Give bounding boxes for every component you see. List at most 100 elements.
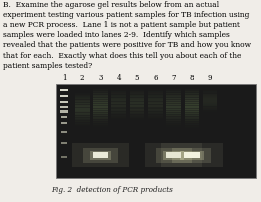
Bar: [130, 96, 144, 97]
Bar: [93, 111, 108, 112]
Bar: [185, 108, 199, 109]
Bar: [203, 102, 217, 103]
Bar: [93, 123, 108, 124]
Bar: [111, 104, 126, 105]
Bar: [130, 92, 144, 93]
Bar: [148, 112, 163, 113]
Bar: [185, 90, 199, 91]
Bar: [166, 92, 181, 93]
Bar: [75, 126, 90, 127]
Bar: [203, 108, 217, 109]
Bar: [185, 97, 199, 98]
Bar: [185, 123, 199, 124]
Bar: [93, 101, 108, 102]
Bar: [185, 103, 199, 105]
Bar: [203, 114, 217, 115]
Bar: [166, 104, 181, 105]
Bar: [185, 110, 199, 112]
Bar: [148, 97, 163, 98]
Bar: [185, 97, 199, 98]
Bar: [148, 100, 163, 101]
Bar: [93, 90, 108, 91]
Bar: [130, 112, 144, 113]
Bar: [203, 109, 217, 110]
Bar: [203, 101, 217, 102]
Bar: [203, 96, 217, 97]
Bar: [185, 92, 199, 93]
Bar: [185, 91, 199, 92]
Bar: [93, 127, 108, 128]
Bar: [130, 124, 144, 125]
Bar: [130, 123, 144, 124]
Bar: [185, 99, 199, 100]
Bar: [93, 125, 108, 126]
Bar: [93, 117, 108, 118]
Bar: [111, 92, 126, 93]
Bar: [203, 103, 217, 104]
Bar: [111, 121, 126, 122]
Bar: [111, 93, 126, 94]
Bar: [130, 95, 144, 96]
Bar: [166, 98, 181, 99]
Bar: [203, 91, 217, 92]
Bar: [185, 98, 199, 99]
Bar: [166, 109, 181, 110]
Bar: [203, 114, 217, 115]
Bar: [185, 107, 199, 108]
Bar: [185, 128, 199, 129]
Bar: [75, 103, 90, 104]
Bar: [111, 98, 126, 99]
Bar: [166, 121, 181, 122]
Text: 5: 5: [135, 74, 139, 82]
Bar: [203, 108, 217, 109]
Bar: [111, 96, 126, 97]
Bar: [185, 100, 199, 101]
Bar: [93, 115, 108, 116]
Bar: [166, 108, 181, 109]
Bar: [185, 95, 199, 96]
Bar: [130, 102, 144, 103]
Bar: [93, 92, 108, 93]
Text: 6: 6: [153, 74, 158, 82]
Bar: [130, 105, 144, 106]
Bar: [203, 93, 217, 94]
Bar: [166, 123, 181, 124]
Bar: [185, 102, 199, 103]
Bar: [166, 99, 181, 100]
Bar: [111, 99, 126, 100]
Bar: [166, 90, 181, 91]
Bar: [130, 98, 144, 99]
Bar: [111, 109, 126, 110]
Bar: [203, 91, 217, 92]
Bar: [111, 120, 126, 121]
Bar: [166, 103, 181, 104]
Bar: [90, 151, 111, 160]
Bar: [166, 91, 181, 92]
Bar: [148, 99, 163, 100]
Bar: [75, 117, 90, 118]
Bar: [166, 119, 181, 120]
Bar: [75, 114, 90, 115]
Bar: [185, 113, 199, 114]
Bar: [111, 102, 126, 103]
Text: 8: 8: [189, 74, 194, 82]
Bar: [130, 92, 144, 93]
Bar: [60, 96, 68, 98]
Bar: [185, 121, 199, 122]
Bar: [166, 116, 181, 117]
Bar: [111, 95, 126, 96]
Bar: [93, 128, 108, 129]
Bar: [93, 103, 108, 104]
Bar: [185, 105, 199, 106]
Bar: [111, 110, 126, 111]
Bar: [203, 104, 217, 105]
Bar: [130, 111, 144, 112]
Bar: [203, 106, 217, 107]
Bar: [166, 95, 181, 96]
Bar: [130, 109, 144, 110]
Bar: [166, 100, 181, 101]
Bar: [148, 104, 163, 105]
Bar: [166, 97, 181, 98]
Bar: [203, 95, 217, 96]
Bar: [111, 102, 126, 103]
